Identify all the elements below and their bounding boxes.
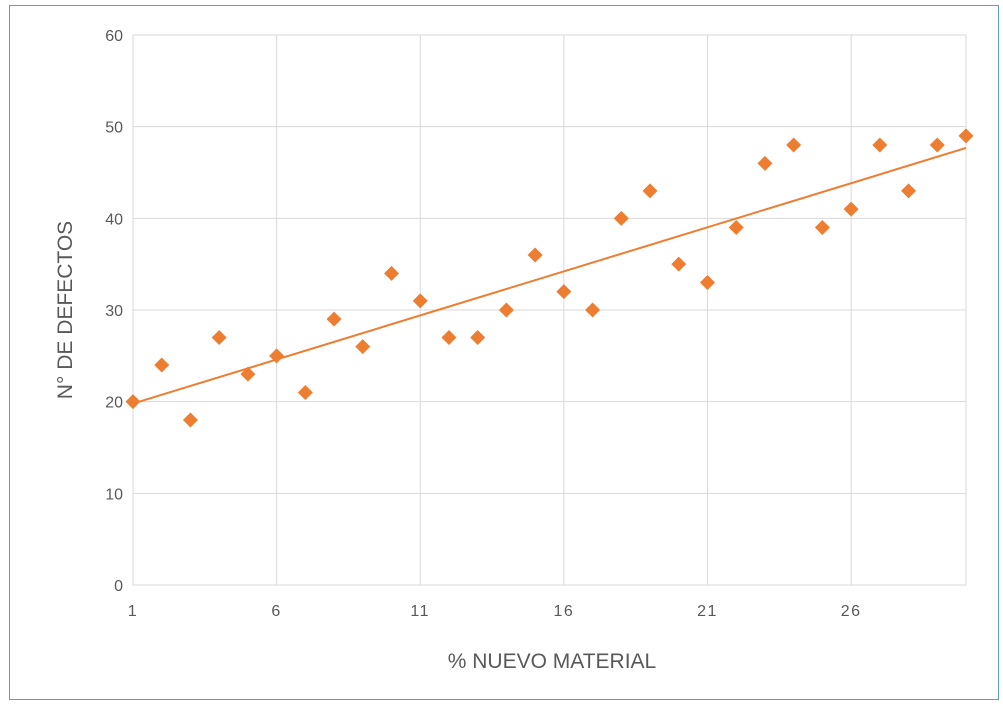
data-point: [901, 183, 917, 199]
data-point: [441, 330, 457, 345]
x-tick-label: 21: [697, 603, 718, 620]
data-point: [470, 330, 486, 345]
data-point: [556, 284, 572, 300]
data-point: [872, 137, 888, 153]
y-tick-label: 50: [105, 120, 123, 137]
trendline: [132, 147, 967, 405]
data-point: [211, 330, 227, 345]
data-point: [240, 366, 256, 382]
trendline-layer: [132, 147, 967, 405]
data-point: [671, 256, 687, 272]
y-tick-label: 30: [105, 303, 123, 320]
data-point: [757, 155, 773, 171]
x-tick-label: 6: [271, 603, 281, 620]
data-point: [613, 210, 629, 226]
y-tick-label: 60: [105, 28, 123, 45]
data-point: [699, 275, 715, 290]
x-tick-label: 26: [841, 603, 862, 620]
x-axis-title: % NUEVO MATERIAL: [448, 650, 656, 673]
data-point: [412, 293, 428, 309]
data-point: [326, 311, 342, 327]
y-tick-label: 0: [114, 578, 123, 595]
data-point: [929, 137, 945, 153]
data-point: [843, 201, 859, 217]
x-tick-label: 1: [128, 603, 138, 620]
data-point: [786, 137, 802, 153]
data-point: [585, 302, 601, 318]
data-point: [269, 348, 285, 364]
x-tick-label: 11: [410, 603, 430, 620]
x-tick-label: 16: [553, 603, 574, 620]
data-points: [125, 128, 974, 428]
data-point: [498, 302, 514, 318]
data-point: [154, 357, 170, 373]
data-point: [182, 412, 198, 428]
data-point: [527, 247, 543, 263]
data-point: [958, 128, 974, 144]
y-axis-title: N° DE DEFECTOS: [54, 221, 77, 399]
data-point: [125, 394, 141, 410]
gridlines: [132, 34, 967, 586]
data-point: [814, 220, 830, 235]
data-point: [642, 183, 658, 199]
data-point: [297, 385, 313, 400]
y-tick-label: 10: [105, 486, 123, 503]
chart-frame: [9, 5, 999, 700]
y-tick-label: 40: [105, 211, 123, 228]
data-point: [728, 220, 744, 235]
data-point: [384, 265, 400, 281]
data-point: [355, 339, 371, 355]
y-tick-label: 20: [105, 395, 123, 412]
